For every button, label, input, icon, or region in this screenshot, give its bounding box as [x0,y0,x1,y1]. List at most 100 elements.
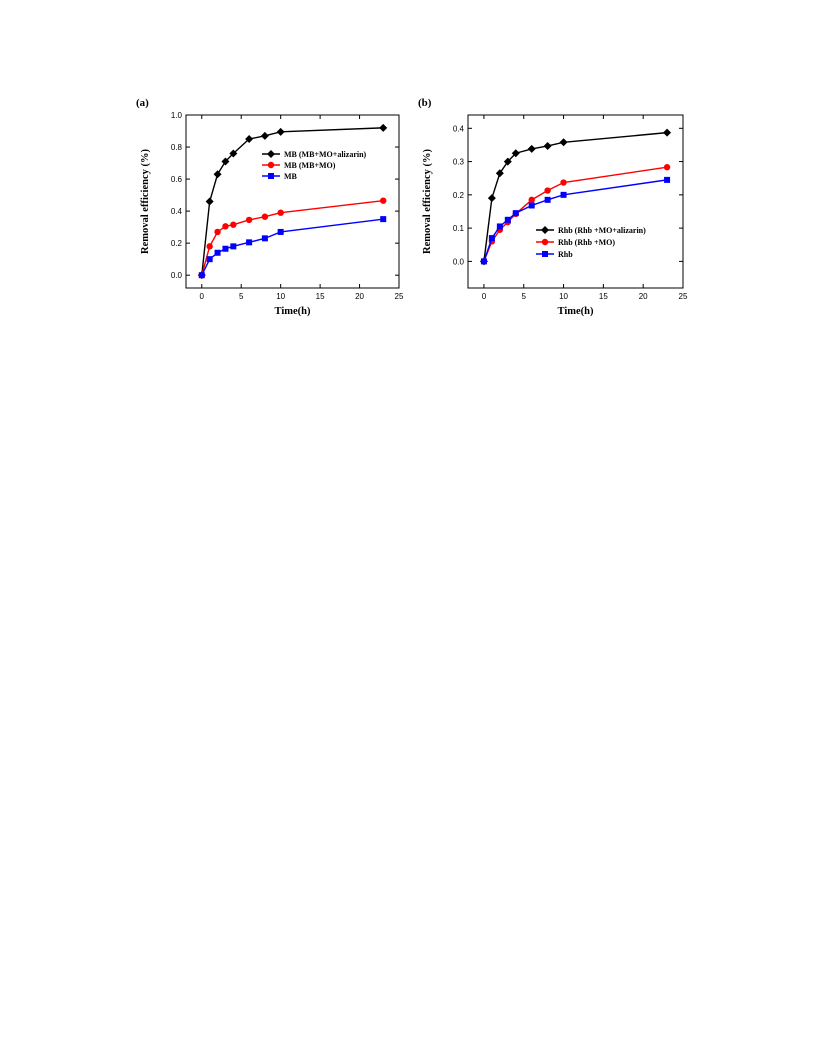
x-tick-label: 20 [355,292,364,301]
legend-marker [541,226,549,234]
data-point-1-2 [214,228,221,236]
x-tick-label: 15 [599,292,608,301]
y-tick-label: 0.0 [453,257,465,266]
x-axis-title: Time(h) [275,306,311,317]
legend-label: Rhb [558,250,573,259]
data-point-2-5 [528,202,535,209]
x-tick-label: 20 [639,292,648,301]
data-point-1-1 [206,243,213,250]
data-point-1-6 [544,187,551,194]
series-line-1 [483,166,668,262]
data-point-2-2 [496,223,503,230]
data-point-0-5 [527,144,536,153]
series-0 [479,128,672,266]
series-0 [197,123,388,280]
x-tick-label: 5 [522,292,527,301]
series-2 [480,176,671,265]
data-point-2-1 [488,235,495,242]
data-point-0-5 [245,135,254,144]
x-tick-label: 25 [679,292,688,301]
legend-marker [541,238,549,246]
data-point-2-0 [480,258,487,265]
legend-marker [267,161,275,169]
plot-frame [467,114,684,289]
data-point-0-7 [559,138,568,147]
x-tick-label: 0 [200,292,205,301]
y-tick-label: 0.3 [453,158,465,167]
x-tick-label: 10 [276,292,285,301]
data-point-0-3 [221,157,230,166]
data-point-1-3 [222,223,229,230]
chart-b-svg: (b) 0 5 10 15 20 25 0.0 0.1 0.2 0.3 0.4 Time(h) Remov… [418,97,688,317]
chart-panel-b: (b) 0 5 10 15 20 25 0.0 0.1 0.2 0.3 0.4 Time(h) Remov… [412,92,697,317]
legend-marker [268,173,274,179]
y-tick-label: 0.8 [171,143,183,152]
data-point-2-1 [206,256,213,263]
chart-panel-a: (a) 0 5 10 15 20 25 0.0 0.2 0.4 0.6 0.8 1.0 Time(h) Re… [130,92,415,317]
data-point-0-1 [487,194,496,203]
data-point-2-3 [222,245,229,252]
y-tick-label: 0.6 [171,175,183,184]
y-tick-label: 1.0 [171,111,183,120]
x-tick-label: 10 [559,292,568,301]
data-point-0-4 [229,149,238,158]
data-point-0-8 [379,123,388,132]
legend-label: MB [284,172,298,181]
legend-label: MB (MB+MO) [284,161,336,170]
x-axis-title: Time(h) [558,306,594,317]
data-point-1-8 [663,164,671,171]
y-tick-label: 0.1 [453,224,465,233]
data-point-0-7 [276,127,285,136]
legend: MB (MB+MO+alizarin) MB (MB+MO) MB [262,150,367,181]
data-point-1-7 [560,179,567,186]
legend: Rhb (Rhb +MO+alizarin) Rhb (Rhb +MO) Rhb [536,226,646,259]
chart-a-svg: (a) 0 5 10 15 20 25 0.0 0.2 0.4 0.6 0.8 1.0 Time(h) Re… [136,97,404,317]
data-point-0-6 [543,141,552,150]
data-point-2-7 [560,191,567,198]
data-point-2-4 [230,243,237,250]
legend-marker [267,150,275,158]
data-point-0-4 [511,149,520,158]
data-point-1-4 [230,221,237,228]
data-point-1-8 [380,197,387,204]
data-point-2-8 [664,176,671,183]
data-point-2-6 [544,196,551,203]
series-line-1 [201,200,384,276]
data-point-0-2 [495,169,504,178]
legend-marker [542,251,548,257]
series-2 [198,216,387,279]
data-point-0-1 [205,197,214,206]
y-tick-label: 0.2 [171,239,183,248]
data-point-2-8 [380,216,387,223]
x-tick-label: 0 [482,292,487,301]
data-point-2-7 [277,228,284,235]
data-point-2-6 [261,235,268,242]
panel-label: (b) [418,97,432,109]
data-point-2-4 [512,210,519,217]
legend-label: Rhb (Rhb +MO+alizarin) [558,226,646,235]
series-line-2 [483,179,668,262]
data-point-0-6 [260,131,269,140]
y-tick-label: 0.2 [453,191,465,200]
y-tick-label: 0.0 [171,271,183,280]
x-tick-label: 15 [316,292,325,301]
data-point-0-8 [663,128,672,137]
legend-label: Rhb (Rhb +MO) [558,238,615,247]
x-tick-label: 5 [239,292,244,301]
legend-label: MB (MB+MO+alizarin) [284,150,367,159]
y-axis-title: Removal efficiency (%) [140,149,151,254]
y-tick-label: 0.4 [171,207,183,216]
data-point-1-7 [277,209,284,216]
plot-frame [185,114,400,289]
y-tick-label: 0.4 [453,124,465,133]
series-1 [198,197,387,279]
data-point-0-3 [503,157,512,166]
data-point-0-2 [213,170,222,179]
data-point-1-6 [261,213,269,220]
data-point-2-0 [198,272,205,279]
data-point-2-3 [504,216,511,223]
data-point-1-5 [245,216,253,224]
series-1 [480,164,671,265]
y-axis-title: Removal efficiency (%) [422,149,433,254]
data-point-2-5 [246,239,253,246]
